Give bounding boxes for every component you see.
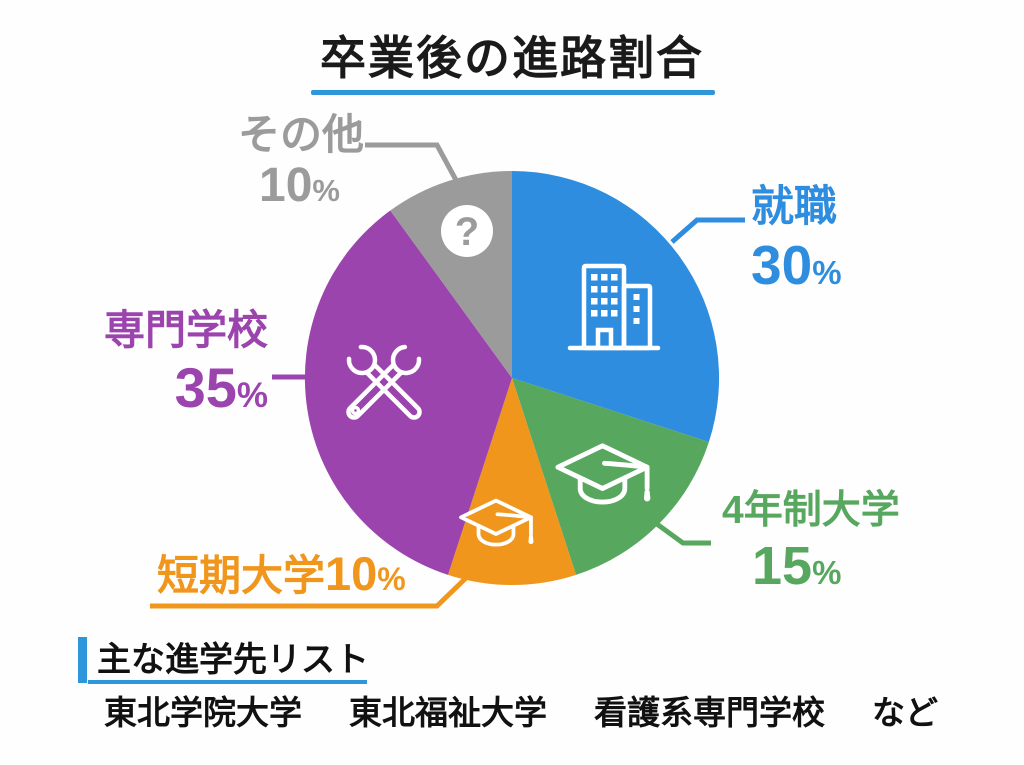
pie-slice-0 (512, 171, 720, 442)
page-title: 卒業後の進路割合 (320, 32, 704, 84)
leader-line-sonota (365, 142, 466, 195)
label-tandai: 短期大学10% (157, 547, 406, 600)
leader-line-tandai (150, 574, 470, 609)
pie-slices (304, 170, 720, 586)
slice-name: その他 (237, 111, 364, 158)
question-mark-icon: ? (441, 205, 493, 257)
pie-slice-1 (512, 378, 709, 575)
slice-name: 専門学校 (104, 307, 268, 353)
footer-underline (88, 680, 367, 684)
footer-heading: 主な進学先リスト (97, 641, 369, 679)
slice-value: 30% (751, 234, 842, 297)
slice-value: 35% (174, 356, 268, 420)
pie-slice-3 (304, 210, 512, 575)
slice-name: 4年制大学 (722, 489, 900, 532)
leader-line-shushoku (670, 217, 745, 244)
destination-item: など (872, 694, 938, 731)
crossed-wrenches-icon (346, 344, 422, 420)
slice-value: 10% (259, 159, 340, 213)
label-yonendai: 4年制大学 15% (722, 489, 900, 596)
slice-name: 就職 (751, 183, 837, 231)
leader-lines (150, 142, 745, 609)
label-shushoku: 就職 30% (751, 183, 842, 297)
destination-item: 東北学院大学 (104, 694, 302, 731)
destination-list: 東北学院大学 東北福祉大学 看護系専門学校 など (104, 686, 938, 734)
destination-item: 東北福祉大学 (349, 694, 547, 731)
title-underline (311, 90, 715, 95)
label-sonota: その他 10% (192, 111, 364, 213)
slice-name: 短期大学 (157, 552, 326, 599)
slice-value: 15% (752, 535, 842, 596)
label-senmon: 専門学校 35% (98, 307, 268, 420)
destination-item: 看護系専門学校 (594, 694, 825, 731)
footer-accent-bar (78, 637, 87, 683)
question-mark-glyph: ? (455, 210, 479, 254)
leader-line-yonendai (648, 516, 711, 546)
office-building-icon (567, 263, 661, 351)
